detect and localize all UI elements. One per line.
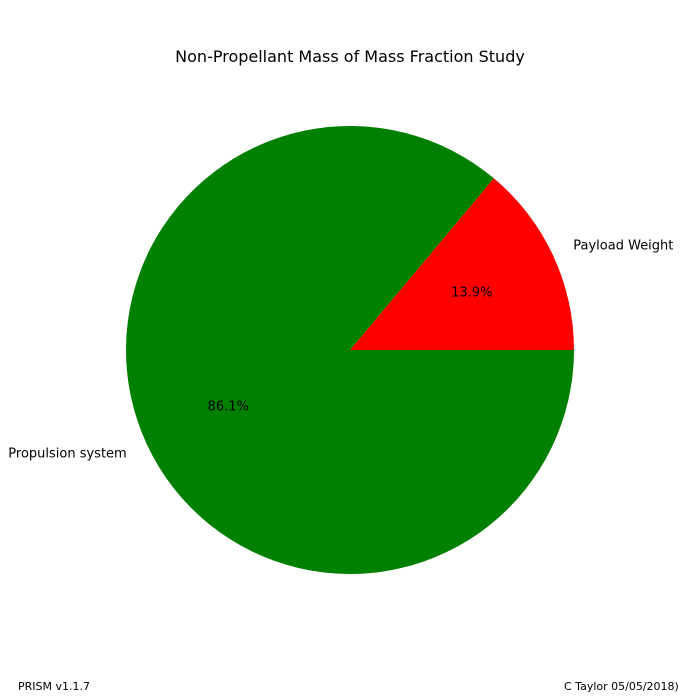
footer-author-date-text: C Taylor 05/05/2018) bbox=[564, 680, 679, 693]
pie-slice-propulsion-system bbox=[126, 126, 575, 574]
pie-slices bbox=[126, 126, 575, 574]
pie-label-propulsion-system: Propulsion system bbox=[8, 447, 126, 462]
footer-version-text: PRISM v1.1.7 bbox=[18, 680, 90, 693]
pie-label-payload-weight: Payload Weight bbox=[573, 238, 673, 253]
pie-slice-payload-weight bbox=[350, 178, 574, 350]
pie-percent-propulsion-system: 86.1% bbox=[208, 399, 249, 414]
pie-percent-payload-weight: 13.9% bbox=[451, 286, 492, 301]
pie-labels: Payload Weight 13.9% Propulsion system 86.1… bbox=[8, 238, 673, 461]
chart-title: Non-Propellant Mass of Mass Fraction Stu… bbox=[175, 47, 525, 66]
